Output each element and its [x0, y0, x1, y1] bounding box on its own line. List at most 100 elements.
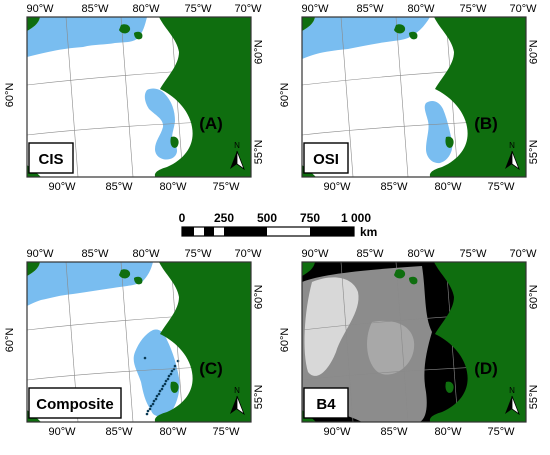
panel-d-top-lon-1: 85°W: [356, 248, 384, 260]
panel-d-island-3: [445, 381, 454, 393]
panel-c-bottom-lon-1: 85°W: [105, 426, 133, 438]
panel-a-top-lon-3: 75°W: [184, 3, 212, 15]
panel-a-bottom-lon-0: 90°W: [48, 181, 76, 193]
scale-label-750: 750: [300, 211, 320, 225]
panel-d-land-northwest: [302, 262, 315, 276]
panel-b-meridian-0: [340, 16, 354, 178]
panel-d: 90°W 85°W 80°W 75°W 70°W 90°W 85°W 80°W 75°W 60°N…: [275, 245, 550, 455]
panel-d-island-1: [394, 269, 406, 279]
panel-c-top-lon-2: 80°W: [132, 248, 160, 260]
panel-c-floe-3: [152, 399, 156, 403]
panel-c-bottom-lon-3: 75°W: [212, 426, 240, 438]
panel-b-bottom-lon-0: 90°W: [323, 181, 351, 193]
panel-d-meridian-0: [340, 261, 354, 423]
panel-b-ice-south: [424, 101, 453, 164]
panel-b-north-arrow-right: [511, 150, 520, 171]
panel-d-right-lat-0: 60°N: [528, 285, 540, 310]
scale-label-1000: 1 000: [341, 211, 371, 225]
panel-a-tag-box: [28, 142, 74, 174]
panel-c-island-3: [170, 381, 179, 393]
panel-a-north-arrow-left: [230, 151, 237, 169]
panel-c-floe-12: [145, 412, 149, 416]
panel-a-frame: [26, 16, 252, 178]
panel-d-left-lat-0: 60°N: [279, 328, 291, 353]
panel-b-letter: (B): [474, 114, 498, 133]
panel-c-svg: 90°W 85°W 80°W 75°W 70°W 90°W 85°W 80°W 75°W 60°N…: [4, 248, 265, 438]
panel-c-floe-19: [166, 377, 170, 381]
panel-c-floe-6: [161, 384, 165, 388]
scale-seg-4: [310, 227, 354, 236]
panel-c-floe-21: [172, 367, 176, 371]
panel-d-north-arrow-left: [505, 396, 512, 414]
panel-b-top-lon-4: 70°W: [509, 3, 537, 15]
panel-a-letter: (A): [199, 114, 223, 133]
panel-a-meridian-0: [65, 16, 79, 178]
panel-c-right-lat-0: 60°N: [253, 285, 265, 310]
panel-c-floe-16: [157, 392, 161, 396]
panel-a-bottom-lon-1: 85°W: [105, 181, 133, 193]
panel-c-north-arrow-right: [236, 395, 245, 416]
panel-a-top-lon-4: 70°W: [234, 3, 262, 15]
panel-d-right-lat-1: 55°N: [528, 385, 540, 410]
panel-c-top-lon-1: 85°W: [81, 248, 109, 260]
panel-c-letter: (C): [199, 359, 223, 378]
panel-b-island-3: [445, 136, 454, 148]
panel-a-north-label: N: [234, 141, 240, 150]
panel-a: 90°W 85°W 80°W 75°W 70°W 90°W 85°W 80°W 75°W 60°N…: [0, 0, 275, 200]
panel-d-north-label: N: [509, 386, 515, 395]
panel-b-land-east: [429, 17, 526, 177]
panel-a-island-1: [119, 24, 131, 34]
panel-a-top-lon-0: 90°W: [26, 3, 54, 15]
panel-b-tag-label: OSI: [313, 151, 339, 168]
panel-b-tag-box: [303, 142, 349, 174]
panel-c-north-label: N: [234, 386, 240, 395]
panel-c-floe-13: [148, 407, 152, 411]
panel-c-floe-10: [173, 364, 177, 368]
scale-unit: km: [360, 225, 377, 239]
panel-d-land-east: [429, 262, 526, 422]
panel-c-island-1: [119, 269, 131, 279]
panel-c-floe-15: [154, 397, 158, 401]
panel-b-island-1: [394, 24, 406, 34]
panel-a-tag-label: CIS: [38, 151, 63, 168]
scale-seg-3: [224, 227, 267, 236]
panel-c-floe-18: [163, 382, 167, 386]
panel-c-floe-0: [143, 356, 147, 360]
panel-d-top-lon-2: 80°W: [407, 248, 435, 260]
panel-a-right-lat-1: 55°N: [253, 140, 265, 165]
panel-b-right-lat-0: 60°N: [528, 40, 540, 65]
panel-d-bottom-lon-2: 80°W: [434, 426, 462, 438]
panel-b-top-lon-3: 75°W: [459, 3, 487, 15]
panel-a-bottom-lon-3: 75°W: [212, 181, 240, 193]
panel-b-bottom-lon-2: 80°W: [434, 181, 462, 193]
panel-c-bottom-lon-2: 80°W: [159, 426, 187, 438]
panel-b-svg: 90°W 85°W 80°W 75°W 70°W 90°W 85°W 80°W 75°W 60°N…: [279, 3, 540, 193]
panel-c-frame: [26, 261, 252, 423]
scale-bar-svg: 0 250 500 750 1 000 km: [179, 211, 378, 239]
panel-d-bottom-lon-3: 75°W: [487, 426, 515, 438]
scale-bar: 0 250 500 750 1 000 km: [160, 205, 400, 245]
panel-c-floe-7: [164, 379, 168, 383]
panel-b-right-lat-1: 55°N: [528, 140, 540, 165]
panel-d-frame: [301, 261, 527, 423]
panel-c-floe-8: [167, 374, 171, 378]
panel-b-meridian-1: [395, 16, 409, 178]
scale-label-500: 500: [257, 211, 277, 225]
panel-a-island-2: [134, 31, 143, 40]
panel-c-floe-9: [170, 369, 174, 373]
panel-d-top-lon-3: 75°W: [459, 248, 487, 260]
panel-b-bottom-lon-1: 85°W: [380, 181, 408, 193]
panel-d-tag-label: B4: [316, 396, 336, 413]
panel-b-top-lon-0: 90°W: [301, 3, 329, 15]
panel-d-island-2: [409, 276, 418, 285]
panel-d-tag-box: [303, 387, 349, 419]
panel-b-island-2: [409, 31, 418, 40]
panel-a-svg: 90°W 85°W 80°W 75°W 70°W 90°W 85°W 80°W 75°W 60°N…: [4, 3, 265, 193]
panel-c-land-east: [154, 262, 251, 422]
panel-c-meridian-1: [120, 261, 134, 423]
panel-d-north-arrow-right: [511, 395, 520, 416]
panel-b-frame: [301, 16, 527, 178]
panel-c-top-lon-4: 70°W: [234, 248, 262, 260]
panel-c-bottom-lon-0: 90°W: [48, 426, 76, 438]
